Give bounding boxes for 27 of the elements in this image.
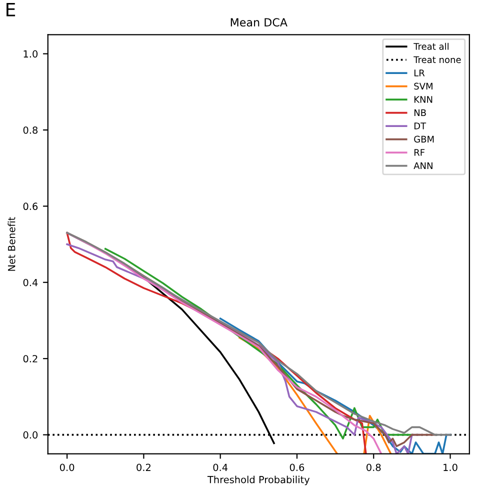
x-tick-label: 0.4 — [213, 464, 228, 472]
y-tick-label: 0.2 — [23, 355, 38, 362]
legend-label: KNN — [414, 96, 432, 103]
chart-title: Mean DCA — [230, 18, 288, 27]
x-tick-label: 1.0 — [444, 464, 458, 472]
y-tick-label: 0.4 — [23, 278, 38, 286]
x-tick-label: 0.8 — [366, 464, 381, 472]
legend-label: NB — [414, 109, 426, 116]
legend-label: SVM — [414, 82, 432, 90]
x-axis-title: Threshold Probability — [207, 476, 310, 486]
y-tick-label: 1.0 — [24, 50, 38, 58]
y-tick-label: 0.0 — [23, 431, 38, 439]
legend-label: GBM — [414, 136, 434, 143]
x-tick-label: 0.2 — [136, 464, 150, 472]
legend-label: LR — [414, 70, 425, 76]
legend-label: RF — [414, 149, 425, 156]
y-axis-title: Net Benefit — [8, 217, 16, 271]
legend-label: Treat none — [414, 56, 461, 64]
y-tick-label: 0.6 — [23, 202, 38, 210]
x-tick-label: 0.6 — [290, 464, 304, 472]
y-tick-label: 0.8 — [23, 126, 38, 134]
legend-label: ANN — [414, 162, 432, 169]
text: E — [6, 3, 16, 16]
legend-label: Treat all — [414, 42, 448, 50]
legend-label: DT — [414, 122, 426, 130]
x-tick-label: 0.0 — [60, 464, 74, 472]
line-series — [104, 248, 413, 440]
